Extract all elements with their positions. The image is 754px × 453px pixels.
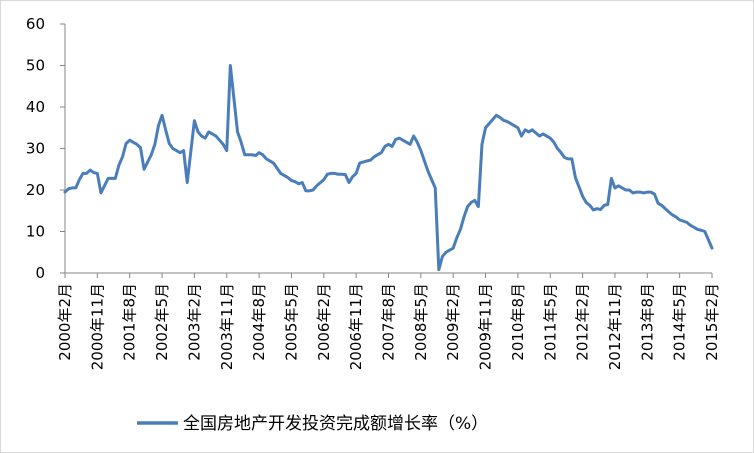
y-tick-label: 60 [26, 15, 45, 33]
y-tick-label: 0 [35, 264, 45, 282]
x-tick-label: 2009年2月 [444, 283, 462, 361]
x-tick-label: 2001年8月 [121, 283, 139, 361]
x-tick-label: 2015年2月 [703, 283, 721, 361]
x-tick-label: 2009年11月 [477, 283, 495, 370]
x-tick-label: 2008年5月 [412, 283, 430, 361]
x-tick-label: 2000年11月 [88, 283, 106, 370]
x-tick-label: 2012年2月 [574, 283, 592, 361]
x-tick-label: 2000年2月 [56, 283, 74, 361]
x-tick-label: 2002年5月 [153, 283, 171, 361]
x-tick-label: 2014年5月 [671, 283, 689, 361]
x-tick-label: 2013年8月 [638, 283, 656, 361]
y-tick-label: 40 [26, 98, 45, 116]
y-tick-label: 50 [26, 57, 45, 75]
x-tick-label: 2004年8月 [250, 283, 268, 361]
x-tick-label: 2010年8月 [509, 283, 527, 361]
y-tick-label: 20 [26, 181, 45, 199]
x-tick-label: 2007年8月 [380, 283, 398, 361]
y-tick-label: 10 [26, 223, 45, 241]
legend-label: 全国房地产开发投资完成额增长率（%） [183, 414, 488, 434]
y-tick-label: 30 [26, 140, 45, 158]
x-tick-label: 2006年2月 [315, 283, 333, 361]
x-tick-label: 2012年11月 [606, 283, 624, 370]
series-line [63, 64, 714, 272]
x-tick-label: 2005年5月 [282, 283, 300, 361]
x-tick-label: 2006年11月 [347, 283, 365, 370]
x-tick-label: 2003年2月 [185, 283, 203, 361]
x-tick-label: 2003年11月 [218, 283, 236, 370]
x-tick-label: 2011年5月 [541, 283, 559, 361]
